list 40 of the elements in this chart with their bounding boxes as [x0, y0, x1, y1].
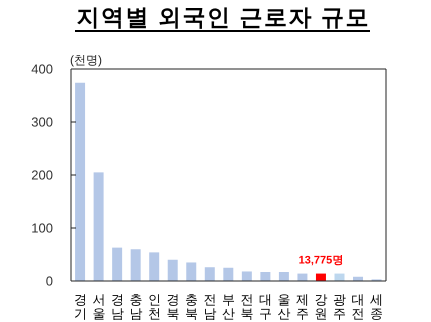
- x-tick-label: 경북: [166, 292, 180, 321]
- bar: [242, 271, 252, 281]
- bar: [260, 272, 270, 281]
- y-axis-title: (천명): [70, 53, 102, 67]
- x-tick-label: 충북: [184, 292, 198, 321]
- bar: [94, 172, 104, 281]
- bar: [316, 274, 326, 281]
- bar: [112, 248, 122, 281]
- bar: [149, 252, 160, 281]
- x-tick-label: 전북: [240, 292, 254, 321]
- bar: [223, 268, 234, 281]
- x-tick-label: 충남: [129, 292, 142, 321]
- chart-title: 지역별 외국인 근로자 규모: [75, 4, 370, 32]
- x-tick-label: 울산: [278, 292, 291, 321]
- x-tick-label: 경남: [110, 292, 124, 321]
- x-tick-label: 인천: [148, 292, 161, 321]
- bar: [278, 272, 289, 281]
- x-tick-label: 서울: [92, 292, 106, 321]
- x-tick-label: 대구: [259, 292, 272, 321]
- x-tick-label: 부산: [222, 292, 235, 321]
- annotation: 13,775명: [298, 254, 344, 267]
- bar: [130, 249, 141, 281]
- bar: [297, 274, 308, 281]
- bar: [75, 82, 86, 281]
- y-tick-label: 300: [31, 114, 53, 130]
- y-tick-label: 400: [31, 62, 53, 77]
- bar: [168, 260, 178, 281]
- bar: [204, 267, 215, 281]
- x-tick-label: 세종: [370, 292, 384, 321]
- x-tick-label: 광주: [333, 292, 346, 321]
- bar: [186, 262, 196, 281]
- x-tick-label: 대전: [352, 292, 365, 321]
- y-tick-label: 100: [31, 220, 53, 236]
- x-tick-label: 강원: [314, 292, 328, 321]
- y-tick-label: 200: [31, 168, 53, 183]
- x-tick-label: 제주: [296, 292, 310, 321]
- x-tick-label: 경기: [74, 292, 87, 321]
- bar: [334, 274, 344, 281]
- y-tick-label: 0: [46, 274, 53, 289]
- x-tick-label: 전남: [203, 292, 216, 321]
